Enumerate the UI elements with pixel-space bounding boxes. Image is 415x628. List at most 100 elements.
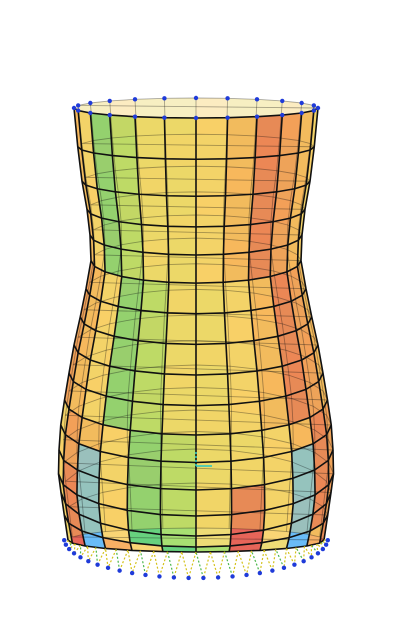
support-node (324, 543, 328, 547)
support-node (62, 538, 66, 542)
shell-element-back (255, 99, 282, 138)
support-node (86, 559, 90, 563)
top-node (72, 106, 76, 110)
support-column (224, 552, 232, 577)
support-node (95, 562, 99, 566)
support-node (321, 547, 325, 551)
shell-element-back (129, 450, 162, 487)
support-column (272, 549, 275, 570)
shell-element-back (139, 167, 168, 194)
support-column (287, 548, 295, 564)
support-column (196, 552, 203, 578)
shell-element-back (163, 315, 196, 342)
top-node (280, 99, 284, 103)
shell-element-back (230, 450, 263, 487)
top-node (108, 113, 112, 117)
support-node (244, 573, 248, 577)
shell-element-back (196, 238, 224, 264)
support-column (238, 551, 246, 575)
support-column (159, 552, 167, 577)
top-node (162, 96, 166, 100)
support-column (174, 552, 182, 578)
shell-element-back (223, 216, 249, 241)
shell-element-back (137, 135, 167, 169)
support-node (282, 566, 286, 570)
support-column (88, 546, 89, 561)
shell-element-back (165, 134, 196, 167)
support-column (116, 549, 119, 570)
support-column (128, 550, 132, 573)
support-column (203, 552, 210, 578)
support-column (252, 551, 260, 573)
support-node (201, 576, 205, 580)
shell-element-back (110, 99, 137, 138)
top-node (299, 101, 303, 105)
support-column (260, 550, 264, 573)
shell-element-back (168, 238, 196, 264)
support-node (117, 568, 121, 572)
support-node (72, 551, 76, 555)
support-node (216, 575, 220, 579)
top-node (88, 111, 92, 115)
top-node (255, 114, 259, 118)
top-node (133, 97, 137, 101)
top-node (108, 99, 112, 103)
support-node (326, 538, 330, 542)
shell-element-back (161, 388, 196, 412)
support-node (301, 559, 305, 563)
shell-element-back (135, 290, 166, 319)
shell-element-back (226, 135, 256, 169)
support-column (218, 552, 224, 578)
support-node (230, 574, 234, 578)
top-node (299, 111, 303, 115)
top-node (280, 113, 284, 117)
top-node (225, 96, 229, 100)
support-column (105, 548, 108, 567)
support-column (304, 546, 305, 561)
top-node (162, 115, 166, 119)
shell-element-back (130, 484, 163, 530)
shell-element-back (229, 484, 262, 530)
support-node (64, 543, 68, 547)
support-column (296, 547, 304, 561)
support-node (258, 571, 262, 575)
shell-element-back (196, 365, 231, 389)
top-node (88, 101, 92, 105)
top-node (76, 103, 80, 107)
support-column (140, 551, 145, 575)
shell-element-back (196, 289, 228, 316)
support-node (78, 555, 82, 559)
support-column (154, 551, 160, 576)
support-node (292, 562, 296, 566)
top-node (194, 96, 198, 100)
top-node (194, 116, 198, 120)
top-node (133, 114, 137, 118)
support-node (143, 573, 147, 577)
top-node (316, 106, 320, 110)
support-column (96, 547, 98, 564)
support-node (106, 566, 110, 570)
support-column (276, 549, 284, 567)
support-node (309, 555, 313, 559)
support-column (294, 547, 296, 564)
support-column (247, 551, 252, 575)
top-node (76, 108, 80, 112)
support-column (233, 551, 239, 576)
support-column (210, 552, 218, 578)
shell-element-back (160, 410, 196, 433)
shell-element-back (196, 315, 229, 342)
shell-element-back (196, 134, 227, 167)
support-node (157, 574, 161, 578)
top-node (255, 97, 259, 101)
support-node (316, 551, 320, 555)
shell-element-back (280, 101, 302, 141)
shell-element-back (112, 136, 139, 171)
support-node (270, 568, 274, 572)
support-column (108, 549, 116, 567)
support-node (186, 576, 190, 580)
support-column (145, 551, 153, 575)
support-node (130, 571, 134, 575)
shell-element-back (164, 98, 196, 135)
